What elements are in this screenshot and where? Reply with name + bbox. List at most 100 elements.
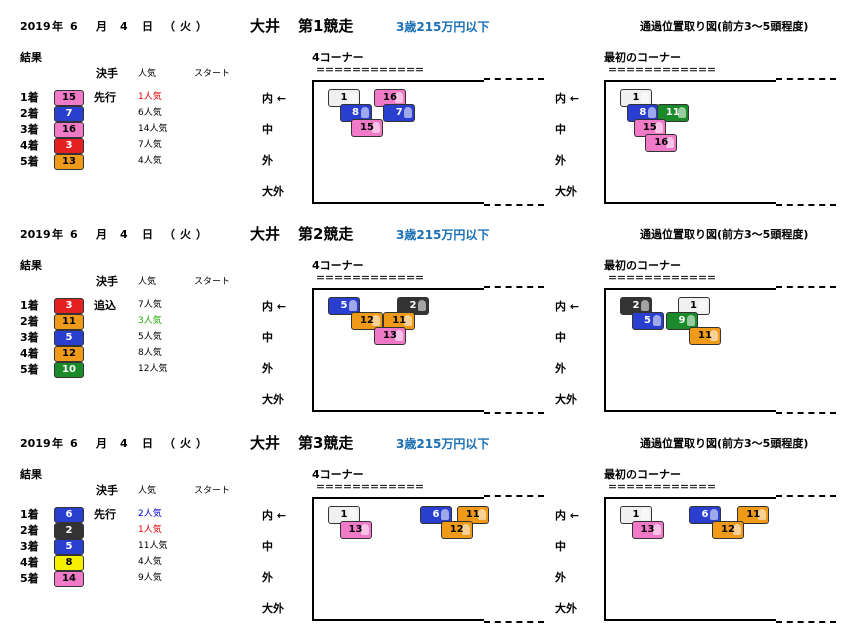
horse-number-badge: 3 xyxy=(54,138,84,154)
horse-number-badge: 15 xyxy=(54,90,84,106)
box-dashed-edge xyxy=(776,495,836,497)
horse-cap-icon xyxy=(360,107,369,118)
race-date-part: 日 xyxy=(142,20,153,33)
popularity-value: 7人気 xyxy=(138,140,162,150)
horse-marker: 6 xyxy=(420,506,452,524)
corner-title: 4コーナー xyxy=(312,468,364,481)
horse-number-badge: 8 xyxy=(54,555,84,571)
lane-label: 外 xyxy=(555,362,566,375)
box-dashed-edge xyxy=(776,78,836,80)
horse-marker: 15 xyxy=(351,119,383,137)
race-date-part: 4 xyxy=(120,437,128,450)
horse-number-badge: 13 xyxy=(54,154,84,170)
horse-number-badge: 6 xyxy=(54,507,84,523)
horse-marker-number: 2 xyxy=(632,300,640,311)
horse-marker-number: 15 xyxy=(642,122,657,133)
corner-title: 最初のコーナー xyxy=(604,259,681,272)
corner-dashes: ＝＝＝＝＝＝＝＝＝＝＝＝ xyxy=(316,274,425,284)
lane-label: 内 ← xyxy=(262,92,287,105)
horse-number-badge: 2 xyxy=(54,523,84,539)
popularity-value: 1人気 xyxy=(138,525,162,535)
race-date-part: 年 xyxy=(52,20,63,33)
position-box xyxy=(604,495,836,623)
horse-marker-number: 13 xyxy=(383,330,397,341)
box-edge xyxy=(606,497,776,499)
horse-cap-icon xyxy=(666,137,675,148)
race-date-part: 6 xyxy=(70,228,78,241)
finish-place: 1着 xyxy=(20,508,39,521)
finish-place: 3着 xyxy=(20,123,39,136)
popularity-value: 4人気 xyxy=(138,156,162,166)
lane-label: 大外 xyxy=(555,602,577,615)
horse-marker-number: 5 xyxy=(340,300,348,311)
horse-marker: 12 xyxy=(351,312,383,330)
finish-place: 4着 xyxy=(20,556,39,569)
horse-marker-number: 11 xyxy=(392,315,407,326)
diagram-heading: 通過位置取り図(前方3～5頭程度) xyxy=(640,228,809,241)
horse-marker-number: 11 xyxy=(665,107,680,118)
horse-number-badge: 10 xyxy=(54,362,84,378)
box-edge xyxy=(606,288,776,290)
lane-label: 内 ← xyxy=(262,509,287,522)
race-class: 3歳215万円以下 xyxy=(396,437,490,451)
venue-name: 大井 xyxy=(250,17,281,35)
diagram-heading: 通過位置取り図(前方3～5頭程度) xyxy=(640,437,809,450)
race-date-part: 月 xyxy=(96,228,107,241)
popularity-value: 14人気 xyxy=(138,124,168,134)
box-dashed-edge xyxy=(484,286,544,288)
popularity-value: 6人気 xyxy=(138,108,162,118)
horse-marker-number: 6 xyxy=(432,509,440,520)
popularity-value: 8人気 xyxy=(138,348,162,358)
popularity-value: 3人気 xyxy=(138,316,162,326)
horse-marker: 11 xyxy=(737,506,770,524)
finish-place: 3着 xyxy=(20,331,39,344)
horse-marker: 16 xyxy=(645,134,678,152)
horse-marker-number: 11 xyxy=(746,509,761,520)
corner-dashes: ＝＝＝＝＝＝＝＝＝＝＝＝ xyxy=(608,274,717,284)
lane-label: 大外 xyxy=(262,393,284,406)
horse-marker: 6 xyxy=(689,506,721,524)
horse-cap-icon xyxy=(710,330,718,341)
race-section: 2019 年 6 月 4 日 （ 火 ） 大井 第2競走 3歳215万円以下 通過位置取り図(前方3～5… xyxy=(0,208,850,418)
finish-place: 2着 xyxy=(20,524,39,537)
horse-cap-icon xyxy=(677,107,686,118)
horse-marker-number: 12 xyxy=(721,524,735,535)
race-date-part: （ xyxy=(164,228,175,241)
race-title: 第1競走 xyxy=(298,17,354,35)
box-dashed-edge xyxy=(776,412,836,414)
popularity-header: 人気 xyxy=(138,277,157,287)
horse-number-badge: 7 xyxy=(54,106,84,122)
box-edge xyxy=(314,410,484,412)
venue-name: 大井 xyxy=(250,434,281,452)
position-box xyxy=(312,286,544,414)
horse-marker: 11 xyxy=(656,104,689,122)
horse-cap-icon xyxy=(461,524,470,535)
corner-title: 最初のコーナー xyxy=(604,51,681,64)
race-date-part: ） xyxy=(196,20,207,33)
horse-marker-number: 13 xyxy=(640,524,655,535)
diagram-heading: 通過位置取り図(前方3～5頭程度) xyxy=(640,20,809,33)
venue-name: 大井 xyxy=(250,225,281,243)
finish-place: 3着 xyxy=(20,540,39,553)
corner-dashes: ＝＝＝＝＝＝＝＝＝＝＝＝ xyxy=(316,66,425,76)
lane-label: 外 xyxy=(555,154,566,167)
running-style: 追込 xyxy=(94,299,116,312)
horse-cap-icon xyxy=(349,509,357,520)
box-dashed-edge xyxy=(484,204,544,206)
race-section: 2019 年 6 月 4 日（火）大井 第3競走 3歳215万円以下 通過位置取り図(前方3～5… xyxy=(0,417,850,627)
horse-cap-icon xyxy=(641,92,649,103)
race-title: 第2競走 xyxy=(298,225,354,243)
race-class: 3歳215万円以下 xyxy=(396,20,490,34)
race-date-part: 6 xyxy=(70,437,78,450)
race-date-part: 月 xyxy=(96,437,107,450)
finish-place: 1着 xyxy=(20,91,39,104)
finish-place: 1着 xyxy=(20,299,39,312)
horse-cap-icon xyxy=(404,107,413,118)
running-style: 先行 xyxy=(94,508,116,521)
race-date-part: 6 xyxy=(70,20,78,33)
horse-marker-number: 6 xyxy=(701,509,709,520)
start-header: スタート xyxy=(194,277,231,287)
horse-cap-icon xyxy=(710,509,718,520)
lane-label: 中 xyxy=(262,540,273,553)
box-dashed-edge xyxy=(776,204,836,206)
